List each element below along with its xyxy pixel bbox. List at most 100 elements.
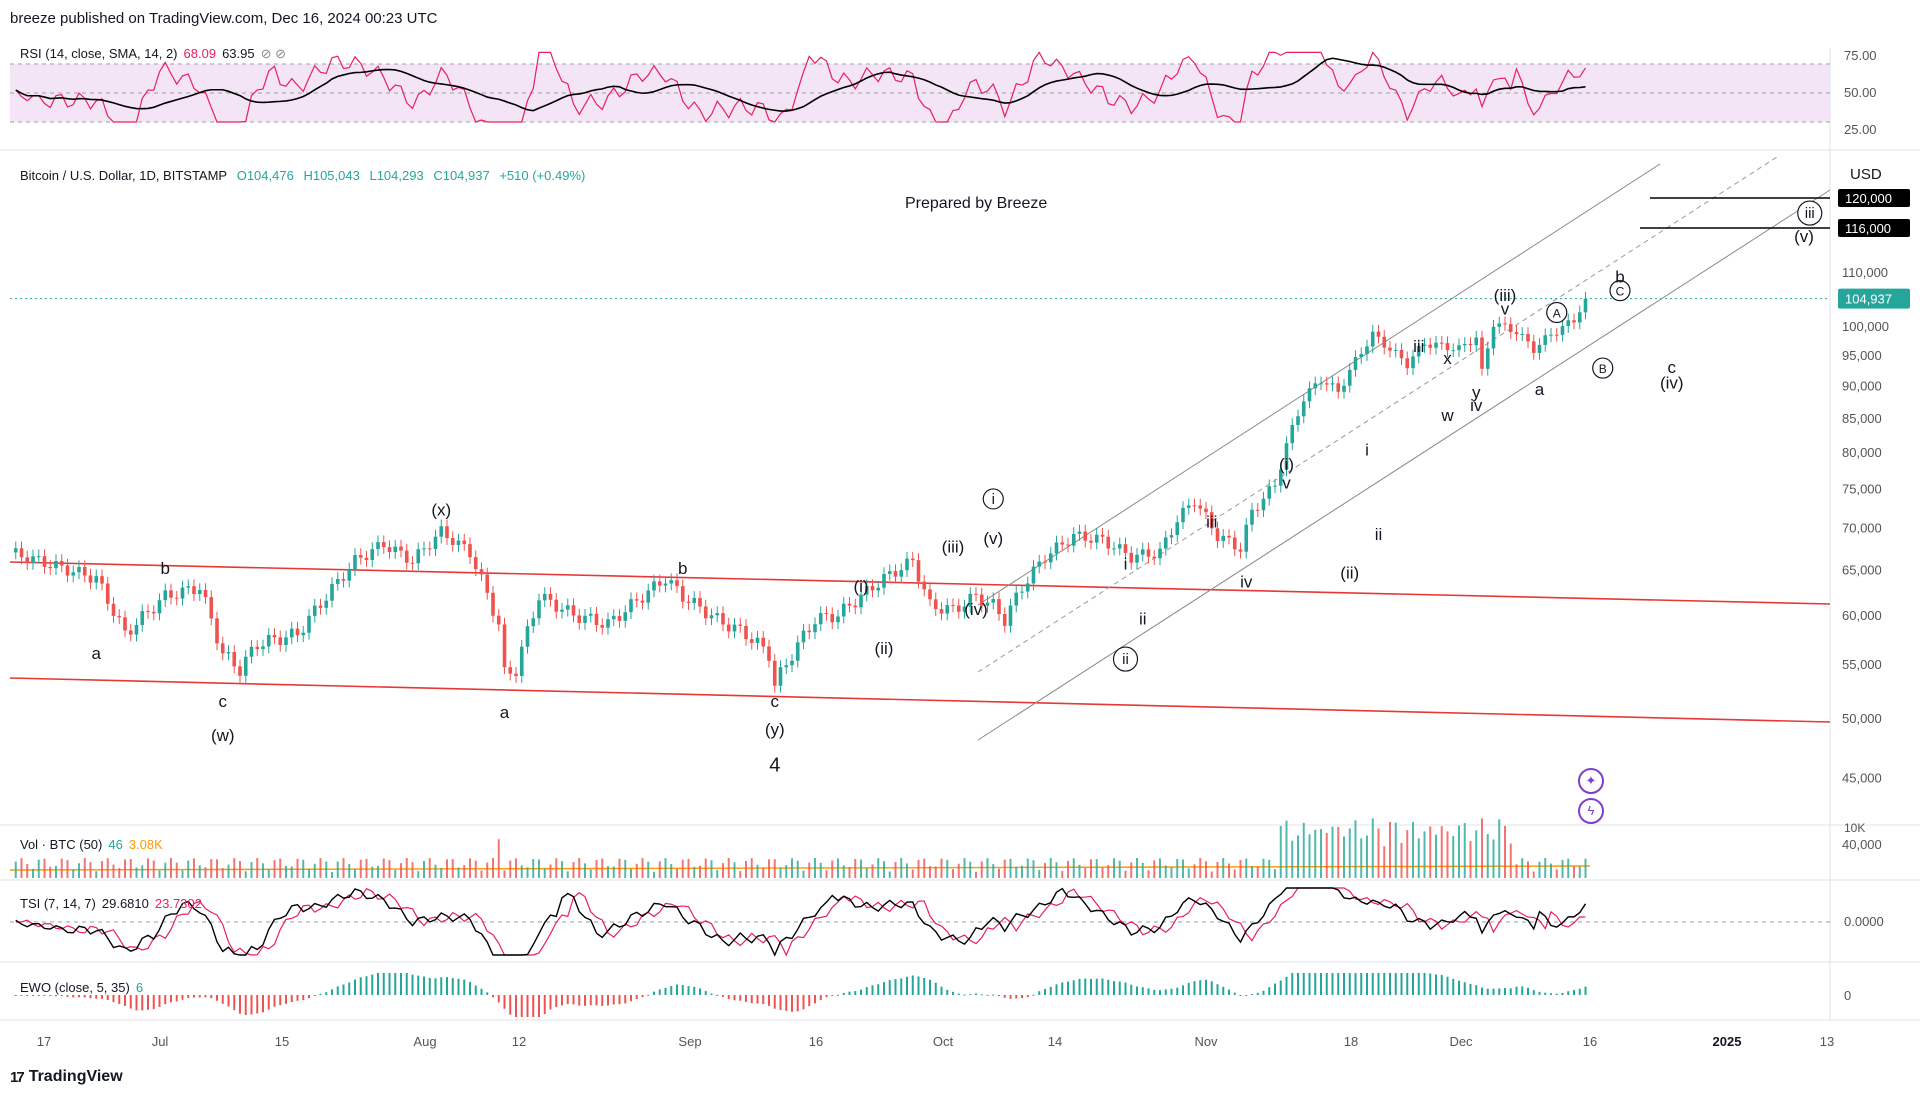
ewo-bar [986, 994, 989, 996]
price-axis-label: 90,000 [1842, 379, 1882, 394]
vol-bar [888, 871, 891, 878]
vol-bar [129, 859, 132, 878]
ewo-bar [1354, 973, 1357, 995]
candle-body [997, 599, 1001, 615]
main-legend[interactable]: Bitcoin / U.S. Dollar, 1D, BITSTAMP O104… [20, 168, 591, 183]
ewo-bar [492, 995, 494, 998]
vol-bar [20, 858, 23, 878]
candle-body [905, 558, 909, 571]
vol-bar [520, 865, 523, 878]
ewo-bar [969, 994, 972, 996]
vol-bar [1159, 858, 1161, 878]
wave-label: b [678, 559, 687, 578]
ewo-bar [181, 995, 184, 1000]
candle-body [1089, 540, 1093, 543]
rising-channel-upper [977, 163, 1661, 606]
candle-body [761, 637, 766, 647]
candle-body [1060, 542, 1065, 545]
candle-body [456, 540, 461, 545]
ewo-bar [831, 995, 834, 996]
vol-bar [1377, 828, 1380, 878]
eye-icon[interactable]: ⊘ ⊘ [260, 46, 287, 61]
vol-bar [509, 860, 512, 878]
ewo-bar [1337, 973, 1340, 995]
ewo-bar [601, 995, 604, 1006]
ewo-bar [641, 995, 644, 998]
ewo-bar [1285, 976, 1288, 995]
candle-body [675, 580, 679, 587]
rsi-legend[interactable]: RSI (14, close, SMA, 14, 2) 68.09 63.95 ⊘ ⊘ [20, 46, 292, 62]
candle-body [594, 613, 599, 626]
tradingview-brand[interactable]: 17 TradingView [10, 1068, 123, 1086]
ewo-bar [733, 995, 736, 1001]
ewo-bar [1015, 995, 1018, 999]
open-value: O104,476 [236, 168, 294, 183]
ewo-bar [1072, 980, 1075, 995]
vol-bar [664, 858, 667, 878]
ewo-legend[interactable]: EWO (close, 5, 35) 6 [20, 980, 149, 995]
candle-body [278, 637, 283, 646]
ewo-bar [664, 987, 667, 995]
vol-bar [43, 858, 46, 878]
vol-bar [1297, 835, 1299, 878]
vol-bar [750, 858, 753, 878]
candle-body [238, 666, 242, 676]
vol-bar [1348, 828, 1351, 878]
candle-body [1146, 549, 1151, 557]
vol-bar [147, 858, 149, 878]
tsi-legend[interactable]: TSI (7, 14, 7) 29.6810 23.7302 [20, 896, 208, 911]
ewo-bar [1348, 973, 1351, 995]
lightning-icon[interactable]: ϟ [1578, 798, 1604, 824]
candle-body [824, 613, 829, 615]
vol-bar [354, 868, 356, 878]
vol-bar [917, 860, 920, 878]
candle-body [847, 603, 852, 606]
ewo-bar [124, 995, 126, 1006]
vol-bar [1446, 831, 1449, 878]
candle-body [1445, 343, 1450, 351]
time-axis-label: Jul [152, 1034, 169, 1049]
candle-body [985, 602, 990, 606]
ewo-bar [434, 978, 437, 995]
vol-bar [1486, 834, 1489, 878]
add-indicator-icon[interactable]: ✦ [1578, 768, 1604, 794]
candle-body [1347, 369, 1352, 386]
ewo-bar [1130, 984, 1133, 995]
candle-body [1319, 383, 1323, 385]
ewo-bar [43, 995, 46, 996]
vol-bar [233, 858, 236, 878]
ewo-bar [658, 989, 661, 995]
ewo-bar [543, 995, 546, 1015]
candle-body [1043, 561, 1047, 563]
ewo-bar [653, 991, 655, 995]
ewo-bar [336, 986, 339, 995]
vol-bar [992, 864, 995, 878]
candle-body [933, 599, 938, 610]
ewo-bar [975, 993, 977, 995]
vol-legend[interactable]: Vol · BTC (50) 46 3.08K [20, 837, 169, 852]
candle-body [163, 590, 168, 601]
vol-bar [1268, 859, 1271, 878]
candle-body [1388, 347, 1392, 351]
candle-body [232, 652, 237, 667]
candle-body [974, 593, 978, 595]
candle-body [36, 556, 41, 558]
candle-body [893, 571, 898, 577]
ewo-bar [377, 973, 379, 995]
candle-body [519, 646, 524, 677]
candle-body [1048, 553, 1053, 563]
candle-body [1370, 331, 1375, 347]
candle-body [335, 578, 340, 584]
ewo-bar [745, 995, 747, 1002]
candle-body [1480, 337, 1484, 369]
candle-body [31, 556, 35, 564]
ewo-bar [670, 986, 673, 995]
vol-bar [451, 859, 454, 878]
wave-label: c [219, 692, 228, 711]
candle-body [404, 550, 409, 563]
candle-body [1543, 335, 1548, 345]
ewo-bar [681, 984, 684, 995]
target-120k-badge-text: 120,000 [1845, 191, 1892, 206]
currency-label[interactable]: USD [1850, 166, 1882, 183]
